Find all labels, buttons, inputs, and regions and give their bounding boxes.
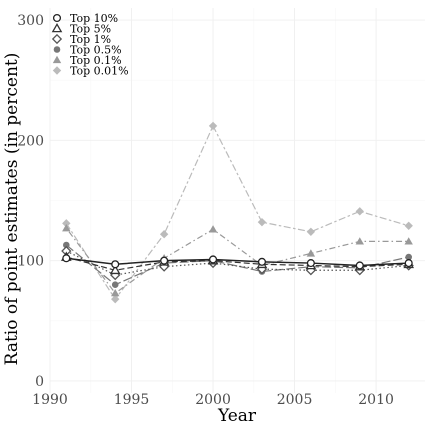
legend-key bbox=[52, 66, 62, 75]
data-point bbox=[405, 253, 412, 261]
data-point bbox=[111, 281, 119, 289]
data-point bbox=[208, 225, 218, 233]
data-point bbox=[208, 121, 218, 131]
data-point bbox=[306, 227, 316, 236]
data-point bbox=[62, 223, 71, 232]
x-axis-title: Year bbox=[217, 406, 257, 426]
data-point bbox=[62, 254, 71, 263]
legend-key bbox=[53, 46, 61, 53]
data-point bbox=[404, 259, 413, 268]
y-tick-label: 200 bbox=[17, 133, 44, 149]
legend-key bbox=[52, 55, 62, 64]
data-point bbox=[208, 255, 218, 264]
legend-label: Top 0.5% bbox=[70, 44, 122, 57]
data-point bbox=[111, 260, 120, 269]
x-tick-label: 2000 bbox=[195, 392, 231, 408]
data-point bbox=[306, 249, 316, 257]
legend-key bbox=[51, 22, 63, 33]
legend-label: Top 0.1% bbox=[70, 54, 122, 67]
y-axis-title: Ratio of point estimates (in percent) bbox=[2, 53, 22, 366]
data-point bbox=[355, 207, 364, 216]
data-point bbox=[63, 241, 70, 249]
series-line-4 bbox=[65, 227, 409, 294]
x-tick-label: 1995 bbox=[114, 392, 150, 408]
legend-label: Top 0.01% bbox=[70, 65, 129, 78]
series-line-2 bbox=[66, 250, 409, 276]
data-point bbox=[160, 256, 169, 265]
series-lines bbox=[65, 124, 409, 301]
x-tick-label: 1990 bbox=[32, 392, 68, 408]
data-point bbox=[404, 221, 413, 230]
x-tick-label: 2005 bbox=[277, 392, 313, 408]
y-tick-label: 100 bbox=[17, 254, 44, 270]
data-point bbox=[257, 217, 267, 227]
y-tick-label: 300 bbox=[17, 13, 44, 29]
data-point bbox=[111, 294, 120, 304]
legend-key bbox=[52, 13, 62, 23]
data-point bbox=[62, 219, 71, 228]
data-point bbox=[159, 229, 169, 239]
data-point bbox=[404, 237, 413, 245]
data-point bbox=[111, 288, 120, 297]
series-line-1 bbox=[66, 256, 409, 271]
data-point bbox=[355, 237, 364, 245]
tick-labels: 1990 1995 2000 2005 2010 0 100 200 300 bbox=[17, 13, 394, 408]
legend: Top 10%Top 5%Top 1%Top 0.5%Top 0.1%Top 0… bbox=[51, 12, 129, 78]
series-markers bbox=[60, 121, 415, 304]
series-line-0 bbox=[66, 257, 409, 267]
legend-label: Top 1% bbox=[70, 33, 111, 46]
series-line-3 bbox=[65, 244, 409, 286]
series-line-5 bbox=[65, 124, 409, 301]
legend-key bbox=[51, 33, 63, 45]
y-tick-label: 0 bbox=[35, 374, 44, 390]
data-point bbox=[306, 259, 315, 268]
data-point bbox=[109, 264, 121, 275]
data-point bbox=[257, 257, 267, 266]
legend-label: Top 10% bbox=[70, 12, 118, 25]
data-point bbox=[355, 261, 364, 270]
x-tick-label: 2010 bbox=[358, 392, 394, 408]
legend-label: Top 5% bbox=[70, 23, 111, 36]
